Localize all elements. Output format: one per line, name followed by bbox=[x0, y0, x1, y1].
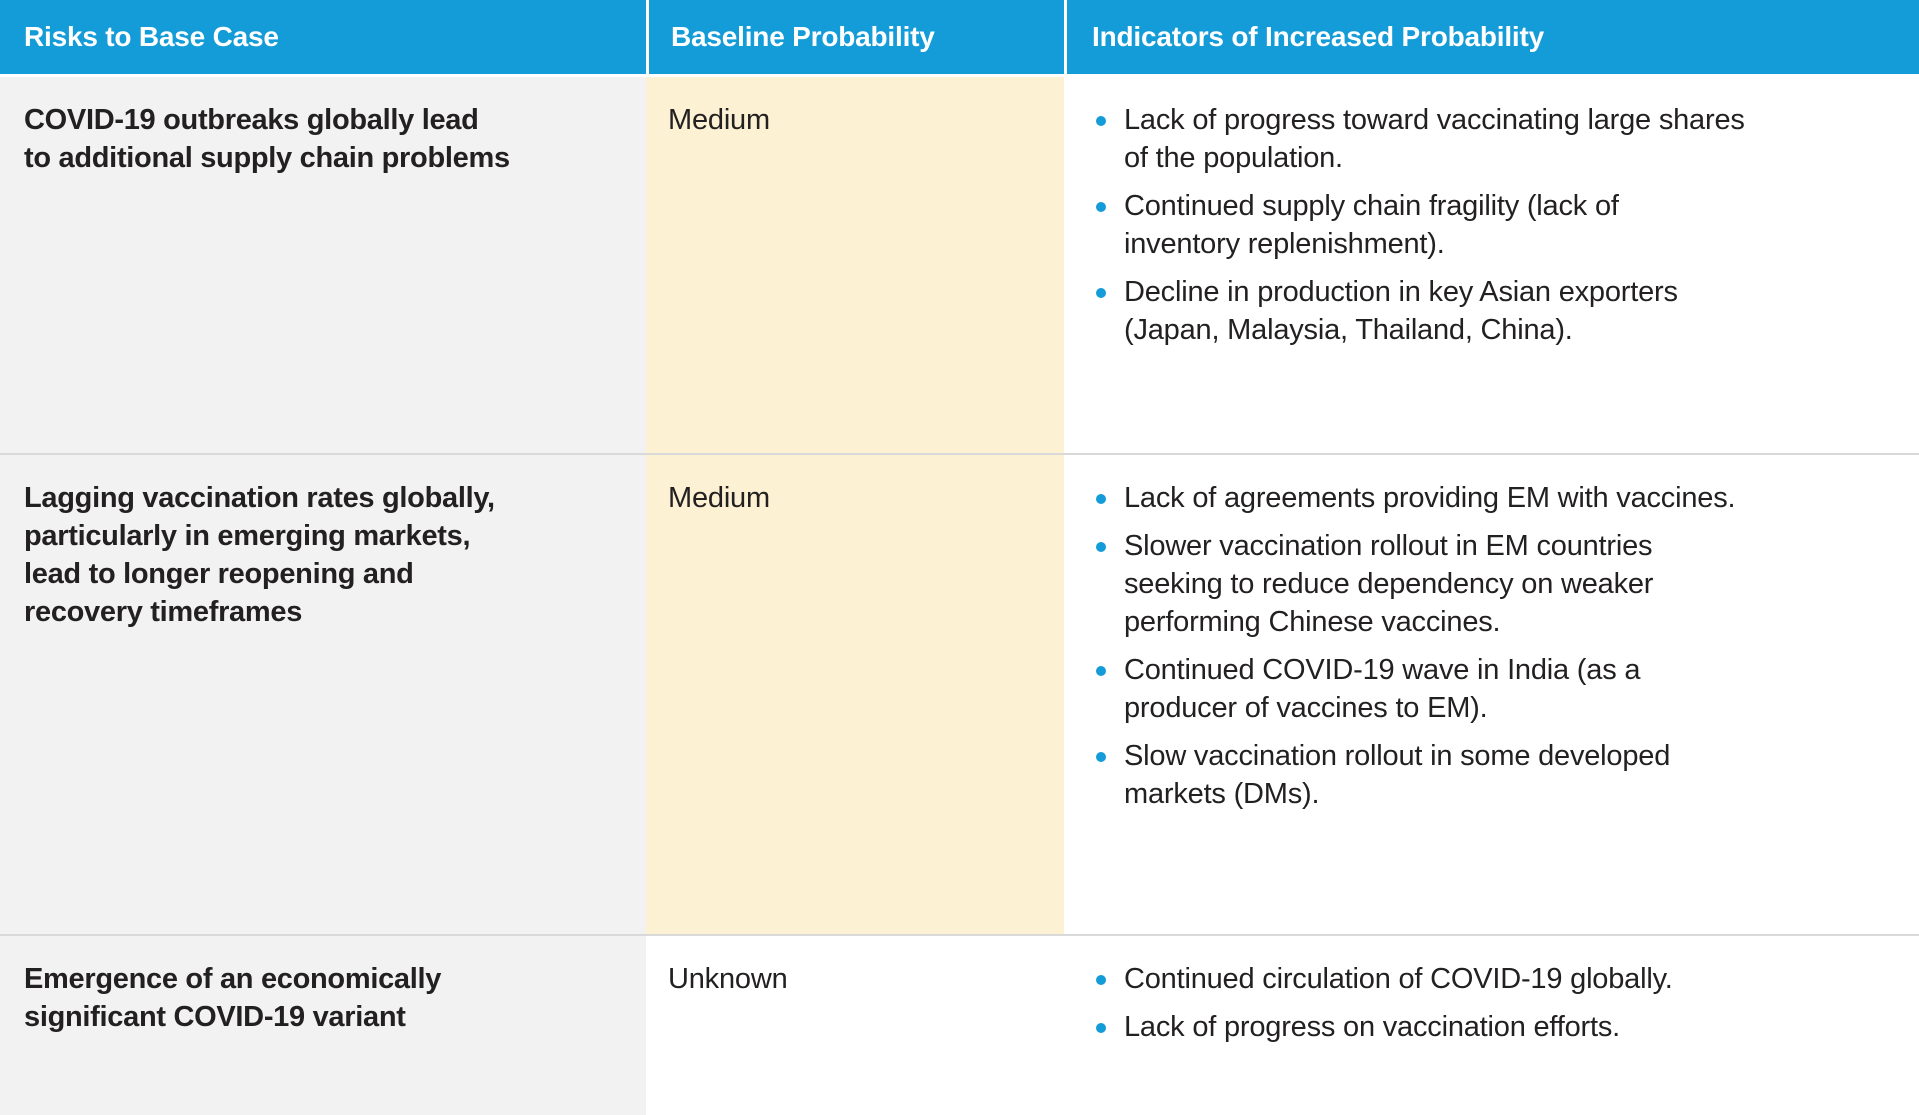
bullet-icon bbox=[1096, 752, 1106, 762]
risk-title: Emergence of an economically significant… bbox=[24, 963, 442, 1033]
table-header: Risks to Base Case Baseline Probability … bbox=[0, 0, 1919, 74]
table-row: Emergence of an economically significant… bbox=[0, 934, 1919, 1115]
column-header-indicators-of-increased-probability: Indicators of Increased Probability bbox=[1064, 0, 1919, 74]
column-header-baseline-probability: Baseline Probability bbox=[646, 0, 1064, 74]
indicator-item: Continued circulation of COVID-19 global… bbox=[1096, 960, 1899, 998]
indicators-cell: Continued circulation of COVID-19 global… bbox=[1064, 936, 1919, 1115]
risk-title: Lagging vaccination rates globally, part… bbox=[24, 482, 495, 628]
indicator-item: Slow vaccination rollout in some develop… bbox=[1096, 737, 1899, 813]
bullet-icon bbox=[1096, 494, 1106, 504]
bullet-icon bbox=[1096, 1023, 1106, 1033]
table-row: Lagging vaccination rates globally, part… bbox=[0, 453, 1919, 934]
indicator-item: Continued COVID-19 wave in India (as a p… bbox=[1096, 651, 1899, 727]
table-body: COVID-19 outbreaks globally lead to addi… bbox=[0, 74, 1919, 1115]
indicator-text: Lack of progress toward vaccinating larg… bbox=[1124, 104, 1745, 174]
probability-cell: Unknown bbox=[646, 936, 1064, 1115]
indicator-list: Lack of agreements providing EM with vac… bbox=[1064, 479, 1899, 813]
bullet-icon bbox=[1096, 116, 1106, 126]
indicator-item: Continued supply chain fragility (lack o… bbox=[1096, 187, 1899, 263]
indicator-item: Lack of progress on vaccination efforts. bbox=[1096, 1008, 1899, 1046]
indicator-text: Lack of agreements providing EM with vac… bbox=[1124, 482, 1736, 514]
indicator-text: Continued COVID-19 wave in India (as a p… bbox=[1124, 654, 1641, 724]
indicator-text: Slow vaccination rollout in some develop… bbox=[1124, 740, 1671, 810]
indicator-text: Slower vaccination rollout in EM countri… bbox=[1124, 530, 1654, 638]
indicator-item: Lack of progress toward vaccinating larg… bbox=[1096, 101, 1899, 177]
probability-cell: Medium bbox=[646, 77, 1064, 453]
indicator-text: Continued supply chain fragility (lack o… bbox=[1124, 190, 1619, 260]
indicator-item: Decline in production in key Asian expor… bbox=[1096, 273, 1899, 349]
indicators-cell: Lack of agreements providing EM with vac… bbox=[1064, 455, 1919, 934]
risk-title: COVID-19 outbreaks globally lead to addi… bbox=[24, 104, 510, 174]
indicator-text: Lack of progress on vaccination efforts. bbox=[1124, 1011, 1621, 1043]
probability-cell: Medium bbox=[646, 455, 1064, 934]
indicator-item: Lack of agreements providing EM with vac… bbox=[1096, 479, 1899, 517]
bullet-icon bbox=[1096, 666, 1106, 676]
indicator-text: Decline in production in key Asian expor… bbox=[1124, 276, 1678, 346]
bullet-icon bbox=[1096, 288, 1106, 298]
bullet-icon bbox=[1096, 202, 1106, 212]
indicator-list: Lack of progress toward vaccinating larg… bbox=[1064, 101, 1899, 349]
indicator-item: Slower vaccination rollout in EM countri… bbox=[1096, 527, 1899, 641]
risk-cell: Emergence of an economically significant… bbox=[0, 936, 646, 1115]
table-row: COVID-19 outbreaks globally lead to addi… bbox=[0, 74, 1919, 453]
indicator-text: Continued circulation of COVID-19 global… bbox=[1124, 963, 1673, 995]
bullet-icon bbox=[1096, 975, 1106, 985]
risk-cell: COVID-19 outbreaks globally lead to addi… bbox=[0, 77, 646, 453]
probability-value: Unknown bbox=[668, 963, 788, 995]
bullet-icon bbox=[1096, 542, 1106, 552]
column-header-risks-to-base-case: Risks to Base Case bbox=[24, 21, 279, 52]
indicator-list: Continued circulation of COVID-19 global… bbox=[1064, 960, 1899, 1046]
risk-cell: Lagging vaccination rates globally, part… bbox=[0, 455, 646, 934]
probability-value: Medium bbox=[668, 482, 770, 514]
probability-value: Medium bbox=[668, 104, 770, 136]
indicators-cell: Lack of progress toward vaccinating larg… bbox=[1064, 77, 1919, 453]
